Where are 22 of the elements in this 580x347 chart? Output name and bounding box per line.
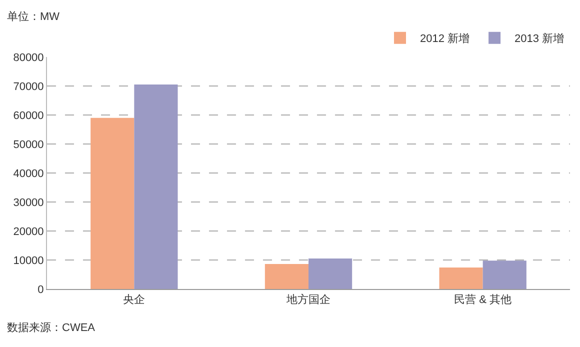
y-tick-label: 0 [38,284,44,296]
bar [308,258,352,289]
x-tick-label: 地方国企 [286,293,330,306]
bar [439,268,483,289]
bar [264,264,308,289]
text: 单位：MW [7,10,60,23]
y-tick-label: 10000 [13,254,44,267]
bar [134,84,178,289]
y-tick-label: 70000 [13,80,44,93]
legend-label: 2012 新增 [420,32,470,46]
x-tick-label: 民营 & 其他 [454,293,512,306]
bar [482,260,526,289]
x-tick-label: 央企 [123,293,146,306]
legend-label: 2013 新增 [514,32,564,46]
y-tick-label: 40000 [13,168,44,180]
y-tick-label: 20000 [13,226,44,238]
y-tick-label: 60000 [13,110,44,122]
y-tick-label: 30000 [13,196,44,209]
source-note: 数据来源：CWEA [7,321,96,334]
y-tick-label: 50000 [13,138,44,151]
bar [90,118,134,289]
y-tick-label: 80000 [13,52,44,64]
